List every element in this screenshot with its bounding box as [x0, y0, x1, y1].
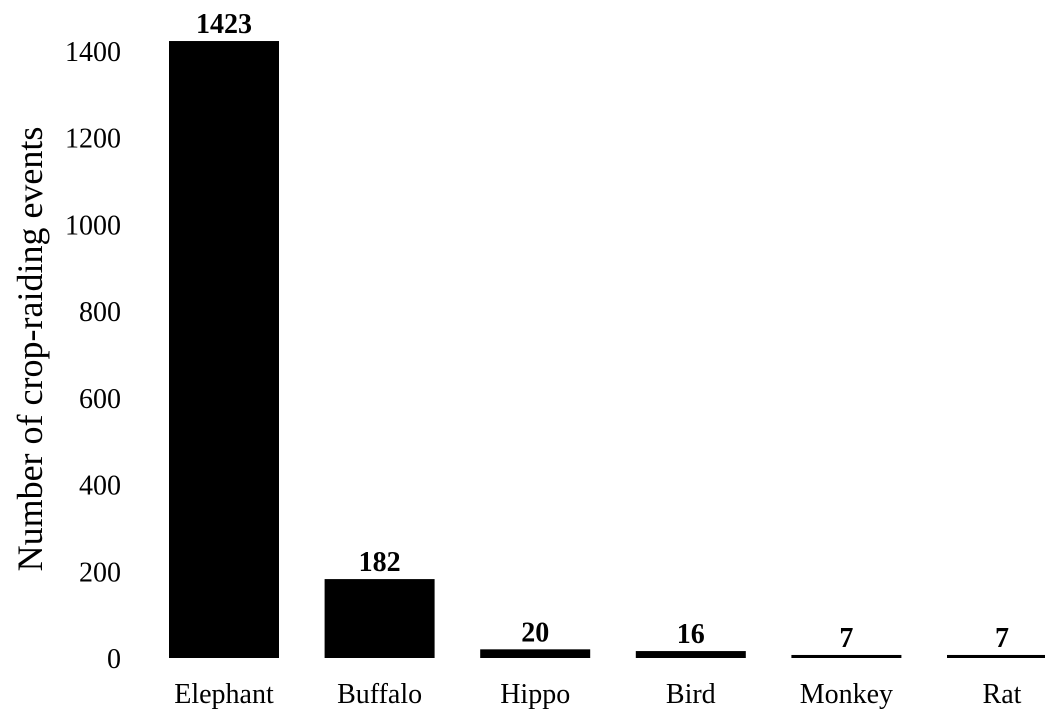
- bar-elephant: [169, 41, 279, 659]
- data-label-bird: 16: [677, 619, 705, 650]
- y-tick-label-600: 600: [79, 384, 121, 415]
- bar-monkey: [791, 654, 902, 658]
- bar-rat: [947, 654, 1045, 658]
- bar-bird: [635, 651, 746, 658]
- y-tick-label-0: 0: [107, 644, 121, 675]
- data-label-rat: 7: [995, 623, 1009, 654]
- bars-group: [169, 41, 1045, 659]
- y-tick-label-200: 200: [79, 557, 121, 588]
- data-labels-group: 1423 182 20 16 7 7: [196, 9, 1009, 654]
- y-tick-label-1000: 1000: [65, 210, 121, 241]
- bar-hippo: [480, 649, 591, 658]
- y-axis-title: Number of crop-raiding events: [10, 127, 50, 572]
- y-tick-label-1200: 1200: [65, 124, 121, 155]
- y-axis-ticks: 0 200 400 600 800 1000 1200 1400: [65, 37, 121, 675]
- x-category-label-buffalo: Buffalo: [337, 679, 422, 710]
- y-tick-label-1400: 1400: [65, 37, 121, 68]
- y-tick-label-400: 400: [79, 471, 121, 502]
- y-tick-label-800: 800: [79, 297, 121, 328]
- x-category-label-hippo: Hippo: [500, 679, 570, 710]
- x-category-label-rat: Rat: [983, 679, 1022, 710]
- data-label-buffalo: 182: [359, 547, 401, 578]
- data-label-elephant: 1423: [196, 9, 252, 40]
- x-axis-category-labels: Elephant Buffalo Hippo Bird Monkey Rat: [174, 679, 1021, 710]
- x-category-label-bird: Bird: [666, 679, 716, 710]
- x-category-label-elephant: Elephant: [174, 679, 274, 710]
- data-label-hippo: 20: [521, 617, 549, 648]
- x-category-label-monkey: Monkey: [800, 679, 893, 710]
- data-label-monkey: 7: [839, 623, 853, 654]
- bar-buffalo: [324, 579, 435, 658]
